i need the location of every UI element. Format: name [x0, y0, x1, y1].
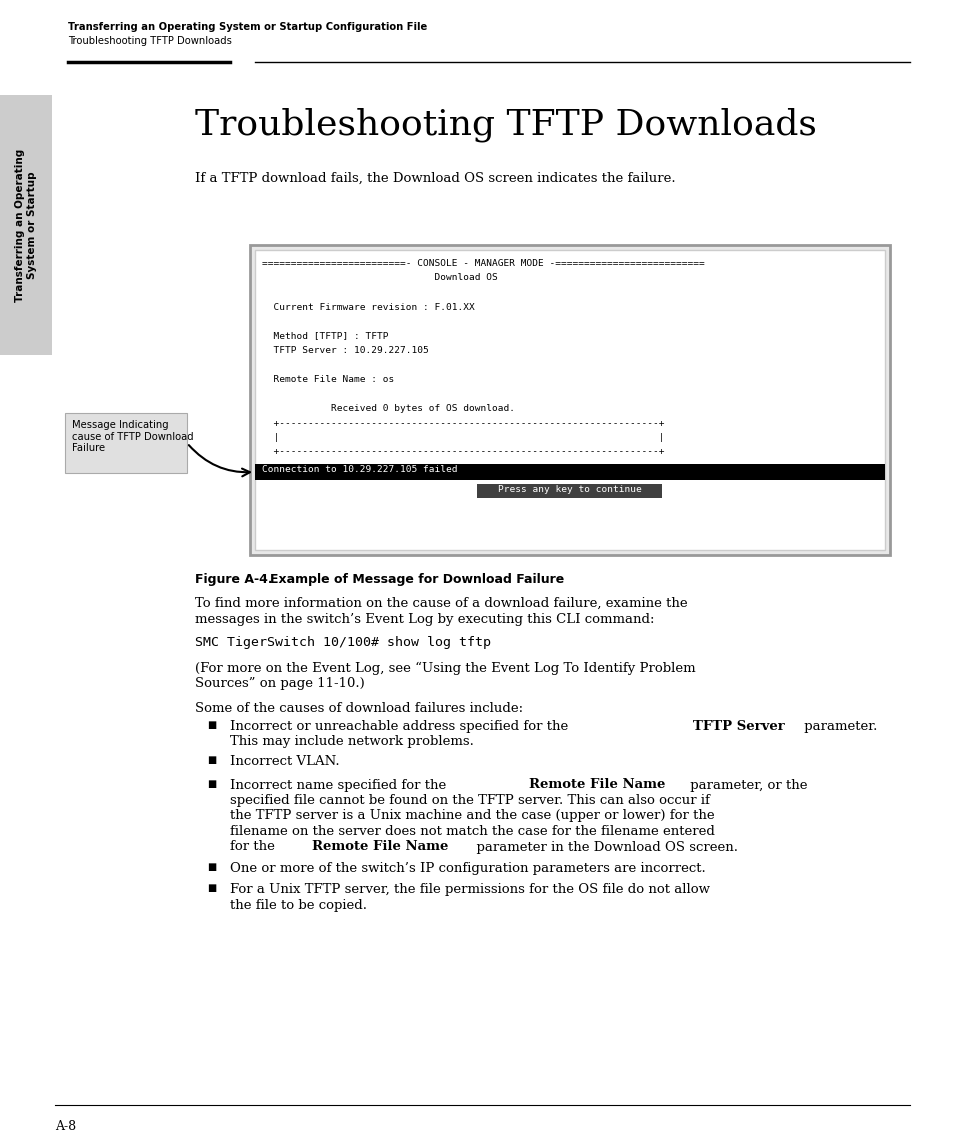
Text: Method [TFTP] : TFTP: Method [TFTP] : TFTP — [262, 332, 388, 340]
Text: ■: ■ — [207, 884, 216, 893]
Text: A-8: A-8 — [55, 1120, 76, 1134]
Text: One or more of the switch’s IP configuration parameters are incorrect.: One or more of the switch’s IP configura… — [230, 862, 705, 875]
Text: Remote File Name : os: Remote File Name : os — [262, 376, 394, 384]
Text: |                                                                  |: | | — [262, 433, 664, 442]
Bar — [254, 464, 884, 480]
Text: =========================- CONSOLE - MANAGER MODE -==========================: =========================- CONSOLE - MAN… — [262, 259, 704, 268]
Bar — [0, 95, 52, 355]
Text: (For more on the Event Log, see “Using the Event Log To Identify Problem: (For more on the Event Log, see “Using t… — [194, 662, 695, 674]
Text: Message Indicating
cause of TFTP Download
Failure: Message Indicating cause of TFTP Downloa… — [71, 420, 193, 453]
Text: the TFTP server is a Unix machine and the case (upper or lower) for the: the TFTP server is a Unix machine and th… — [230, 810, 714, 822]
Text: Connection to 10.29.227.105 failed: Connection to 10.29.227.105 failed — [262, 465, 457, 474]
FancyBboxPatch shape — [65, 413, 187, 473]
Text: If a TFTP download fails, the Download OS screen indicates the failure.: If a TFTP download fails, the Download O… — [194, 172, 675, 185]
Text: specified file cannot be found on the TFTP server. This can also occur if: specified file cannot be found on the TF… — [230, 793, 709, 807]
Text: filename on the server does not match the case for the filename entered: filename on the server does not match th… — [230, 826, 714, 838]
Text: ■: ■ — [207, 755, 216, 765]
Text: ■: ■ — [207, 862, 216, 872]
Text: Transferring an Operating System or Startup Configuration File: Transferring an Operating System or Star… — [68, 22, 427, 32]
Text: Remote File Name: Remote File Name — [529, 779, 665, 791]
Text: Sources” on page 11-10.): Sources” on page 11-10.) — [194, 677, 364, 690]
Text: Some of the causes of download failures include:: Some of the causes of download failures … — [194, 703, 522, 716]
Text: +------------------------------------------------------------------+: +---------------------------------------… — [262, 448, 664, 457]
Text: Transferring an Operating
System or Startup: Transferring an Operating System or Star… — [15, 149, 37, 301]
Text: Press any key to continue: Press any key to continue — [497, 485, 641, 493]
Text: for the: for the — [230, 840, 283, 853]
Text: the file to be copied.: the file to be copied. — [230, 899, 367, 913]
Bar — [254, 250, 884, 550]
Text: parameter in the Download OS screen.: parameter in the Download OS screen. — [468, 840, 738, 853]
Text: parameter.: parameter. — [800, 720, 877, 733]
Text: parameter, or the: parameter, or the — [685, 779, 807, 791]
Text: +------------------------------------------------------------------+: +---------------------------------------… — [262, 419, 664, 427]
Text: Download OS: Download OS — [262, 274, 497, 283]
Text: ■: ■ — [207, 779, 216, 789]
Text: ■: ■ — [207, 720, 216, 731]
Text: Incorrect name specified for the: Incorrect name specified for the — [230, 779, 450, 791]
Text: Troubleshooting TFTP Downloads: Troubleshooting TFTP Downloads — [194, 108, 816, 142]
Text: Current Firmware revision : F.01.XX: Current Firmware revision : F.01.XX — [262, 302, 475, 311]
Bar — [250, 245, 889, 555]
Text: Troubleshooting TFTP Downloads: Troubleshooting TFTP Downloads — [68, 35, 232, 46]
Text: SMC TigerSwitch 10/100# show log tftp: SMC TigerSwitch 10/100# show log tftp — [194, 635, 491, 649]
Text: Incorrect VLAN.: Incorrect VLAN. — [230, 755, 339, 768]
Bar — [477, 484, 661, 498]
Text: Received 0 bytes of OS download.: Received 0 bytes of OS download. — [262, 404, 515, 413]
Text: TFTP Server : 10.29.227.105: TFTP Server : 10.29.227.105 — [262, 346, 428, 355]
Text: Remote File Name: Remote File Name — [312, 840, 448, 853]
Text: This may include network problems.: This may include network problems. — [230, 735, 474, 749]
Text: Example of Message for Download Failure: Example of Message for Download Failure — [270, 572, 563, 586]
Text: For a Unix TFTP server, the file permissions for the OS file do not allow: For a Unix TFTP server, the file permiss… — [230, 884, 709, 897]
Text: Incorrect or unreachable address specified for the: Incorrect or unreachable address specifi… — [230, 720, 572, 733]
Text: TFTP Server: TFTP Server — [692, 720, 783, 733]
Text: messages in the switch’s Event Log by executing this CLI command:: messages in the switch’s Event Log by ex… — [194, 613, 654, 625]
Text: Figure A-4.: Figure A-4. — [194, 572, 273, 586]
Text: To find more information on the cause of a download failure, examine the: To find more information on the cause of… — [194, 597, 687, 610]
FancyArrowPatch shape — [189, 445, 250, 476]
